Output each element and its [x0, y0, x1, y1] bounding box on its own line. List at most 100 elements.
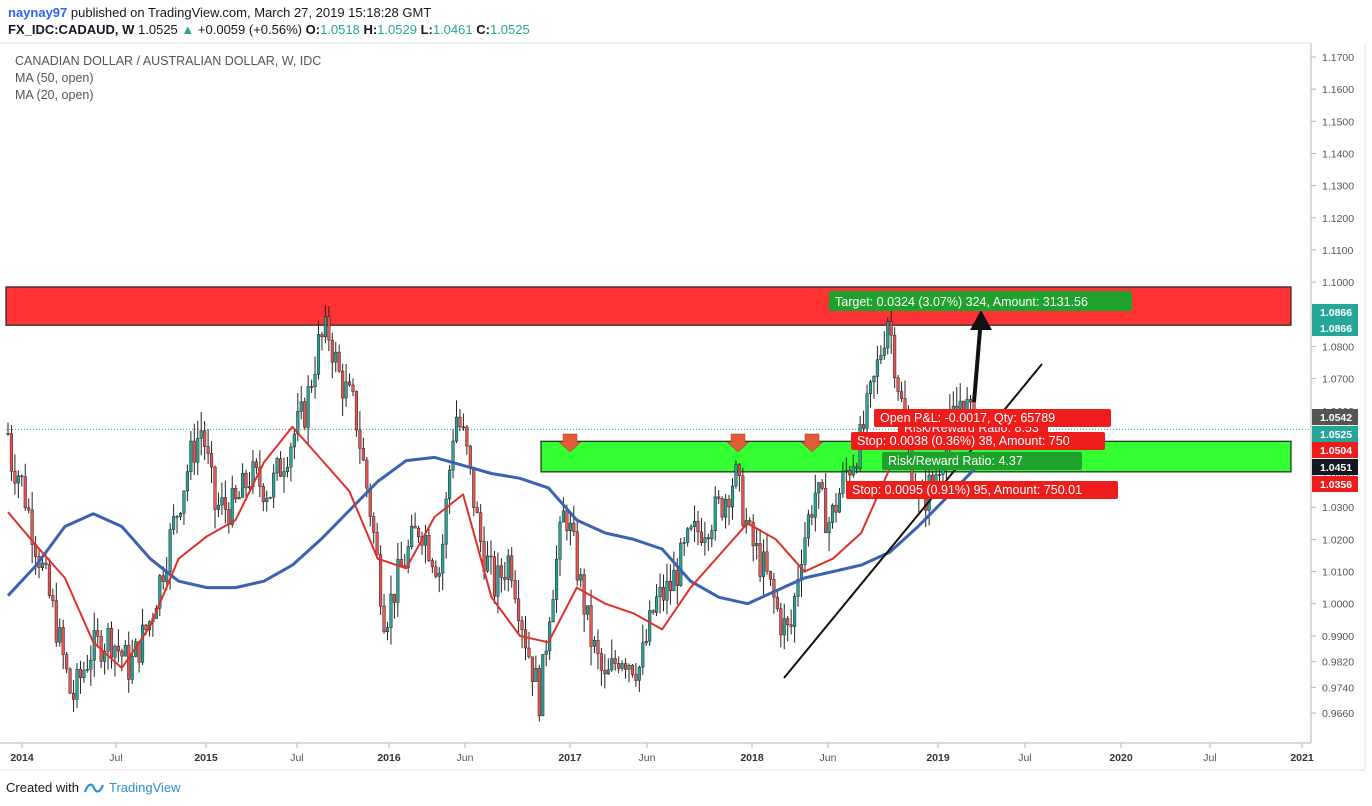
candle-down — [144, 624, 148, 630]
candle-up — [610, 658, 614, 671]
candle-up — [292, 433, 296, 448]
time-tick-label: Jul — [290, 752, 303, 764]
price-tag-label: 1.0504 — [1320, 445, 1352, 457]
candle-down — [261, 485, 265, 503]
candle-down — [572, 522, 576, 532]
price-tag-box — [1312, 426, 1358, 442]
price-tag-label: 1.0451 — [1320, 462, 1352, 474]
time-tick-label: Jun — [820, 752, 837, 764]
open-pl-label-box — [874, 409, 1111, 427]
candle-down — [765, 551, 769, 572]
candle-up — [730, 485, 735, 508]
candle-up — [534, 667, 538, 682]
candle-up — [558, 521, 562, 560]
candle-up — [189, 440, 193, 473]
candle-up — [837, 493, 842, 513]
candle-down — [9, 433, 13, 472]
candle-down — [65, 654, 69, 670]
candle-down — [192, 440, 196, 463]
candle-up — [872, 376, 876, 383]
candle-up — [793, 596, 797, 627]
candle-down — [303, 401, 307, 428]
candle-up — [216, 504, 220, 510]
price-tag-label: 1.0525 — [1320, 429, 1352, 441]
time-tick-label: 2018 — [740, 752, 764, 764]
candle-down — [206, 446, 210, 454]
candle-down — [758, 543, 762, 577]
candle-down — [127, 644, 131, 680]
legend-ma50[interactable]: MA (50, open) — [15, 71, 94, 85]
price-tag-box — [1312, 476, 1358, 492]
candle-down — [465, 426, 469, 447]
candle-up — [199, 430, 203, 439]
stop-label-2: Stop: 0.0095 (0.91%) 95, Amount: 750.01 — [846, 481, 1118, 499]
low-label: L: — [420, 22, 433, 37]
candle-down — [417, 527, 421, 537]
candle-up — [123, 644, 127, 657]
candle-up — [841, 471, 845, 494]
candle-up — [813, 492, 817, 518]
candle-up — [444, 498, 448, 545]
candle-up — [641, 642, 645, 668]
stop-label-2-box — [846, 481, 1118, 499]
candle-up — [875, 359, 879, 377]
open-pl-label: Open P&L: -0.0017, Qty: 65789 — [874, 409, 1111, 427]
legend-title[interactable]: CANADIAN DOLLAR / AUSTRALIAN DOLLAR, W, … — [15, 54, 322, 68]
candle-down — [427, 534, 431, 561]
candle-up — [606, 669, 610, 675]
candle-down — [748, 520, 752, 523]
candle-down — [613, 658, 617, 664]
candle-up — [82, 669, 86, 678]
candle-down — [68, 668, 72, 694]
price-tick-label: 1.1400 — [1322, 148, 1354, 160]
candle-up — [627, 665, 631, 670]
candle-down — [72, 692, 76, 700]
candle-up — [544, 650, 548, 655]
zones-layer — [5, 286, 1311, 473]
candle-up — [703, 537, 707, 543]
risk-reward-label-2: Risk/Reward Ratio: 4.37 — [882, 452, 1082, 470]
candle-down — [820, 482, 824, 489]
candle-up — [541, 654, 545, 717]
up-arrow-icon: ▲ — [181, 22, 195, 37]
candle-down — [461, 426, 465, 429]
author-link[interactable]: naynay97 — [8, 5, 68, 20]
publish-header: naynay97 published on TradingView.com, M… — [8, 5, 431, 20]
target-arrow-head — [970, 310, 992, 330]
candle-down — [210, 453, 214, 468]
candle-down — [900, 391, 904, 399]
candle-down — [475, 507, 479, 513]
down-arrow-icon — [726, 433, 750, 453]
candle-up — [106, 628, 110, 652]
price-tag-box — [1312, 320, 1358, 336]
candle-down — [779, 608, 783, 636]
candle-up — [561, 510, 566, 523]
candle-up — [175, 516, 179, 518]
candle-up — [579, 574, 583, 581]
candle-down — [109, 628, 114, 658]
high-label: H: — [363, 22, 378, 37]
tradingview-brand[interactable]: TradingView — [108, 780, 181, 795]
candle-up — [693, 520, 697, 527]
legend-ma20[interactable]: MA (20, open) — [15, 88, 94, 102]
candle-up — [886, 321, 890, 349]
candle-up — [655, 596, 659, 613]
candle-up — [689, 526, 693, 530]
candle-down — [27, 507, 31, 511]
candle-up — [178, 513, 183, 517]
stop-label-1: Stop: 0.0038 (0.36%) 38, Amount: 750 — [851, 432, 1105, 450]
price-tick-label: 1.1500 — [1322, 116, 1354, 128]
candle-down — [161, 575, 165, 582]
high-value: 1.0529 — [377, 22, 417, 37]
price-tag-label: 1.0866 — [1320, 323, 1352, 335]
candle-down — [54, 600, 58, 643]
price-tick-label: 1.0700 — [1322, 374, 1354, 386]
candle-down — [6, 433, 10, 435]
candle-up — [496, 565, 500, 597]
candle-down — [565, 510, 569, 531]
candle-down — [361, 447, 365, 461]
price-tick-label: 1.0100 — [1322, 567, 1354, 579]
time-tick-label: Jun — [639, 752, 656, 764]
candle-up — [220, 497, 224, 506]
